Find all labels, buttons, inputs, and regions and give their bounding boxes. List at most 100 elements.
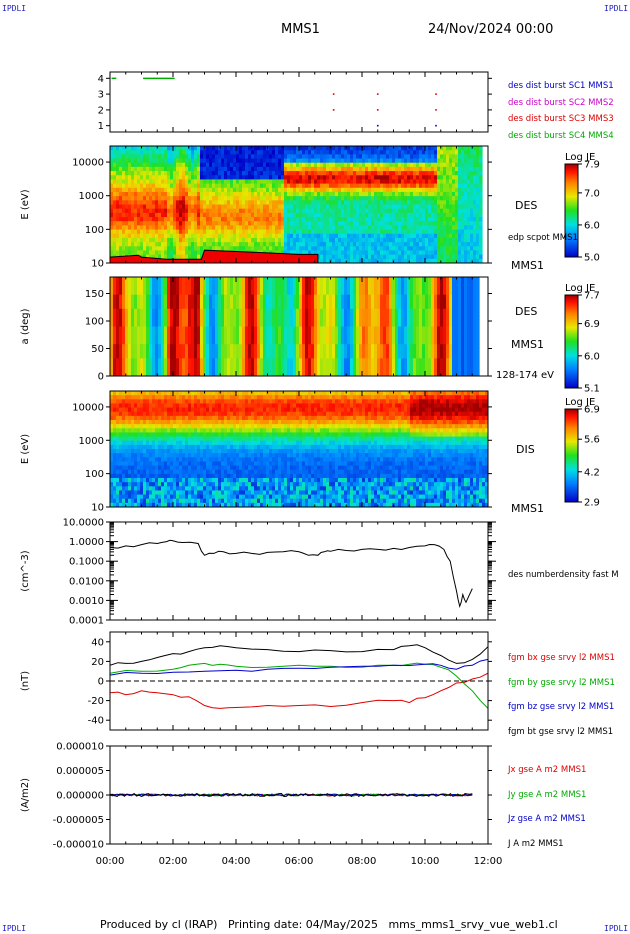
spectrogram-cell — [182, 305, 186, 310]
spectrogram-cell — [239, 308, 243, 313]
spectrogram-cell — [194, 333, 198, 338]
spectrogram-cell — [380, 217, 384, 222]
spectrogram-cell — [209, 212, 213, 218]
spectrogram-cell — [281, 158, 285, 164]
spectrogram-cell — [266, 301, 270, 306]
spectrogram-cell — [458, 217, 462, 222]
spectrogram-cell — [197, 347, 201, 352]
spectrogram-cell — [305, 250, 309, 256]
spectrogram-cell — [317, 175, 321, 181]
spectrogram-cell — [431, 237, 435, 243]
spectrogram-cell — [137, 237, 141, 243]
spectrogram-cell — [185, 319, 189, 324]
spectrogram-cell — [140, 344, 144, 349]
spectrogram-cell — [140, 312, 144, 317]
spectrogram-cell — [377, 258, 381, 263]
spectrogram-cell — [311, 158, 315, 164]
spectrogram-cell — [212, 229, 216, 235]
spectrogram-cell — [122, 191, 126, 197]
spectrogram-cell — [185, 171, 189, 176]
spectrogram-cell — [179, 308, 183, 313]
spectrogram-cell — [296, 179, 300, 185]
spectrogram-cell — [119, 179, 123, 185]
spectrogram-cell — [362, 204, 366, 210]
spectrogram-cell — [224, 372, 228, 376]
spectrogram-cell — [272, 154, 276, 160]
spectrogram-cell — [131, 354, 135, 359]
spectrogram-cell — [215, 187, 219, 193]
spectrogram-cell — [266, 196, 270, 201]
spectrogram-cell — [161, 284, 165, 289]
spectrogram-cell — [347, 233, 351, 239]
spectrogram-cell — [479, 162, 483, 168]
spectrogram-cell — [134, 212, 138, 218]
spectrogram-cell — [110, 312, 114, 317]
spectrogram-cell — [473, 254, 477, 260]
spectrogram-cell — [251, 237, 255, 243]
spectrogram-cell — [221, 358, 225, 363]
spectrogram-cell — [455, 233, 459, 239]
spectrogram-cell — [380, 237, 384, 243]
spectrogram-cell — [248, 337, 252, 342]
spectrogram-cell — [122, 287, 126, 292]
spectrogram-cell — [185, 365, 189, 370]
spectrogram-cell — [251, 191, 255, 197]
spectrogram-cell — [476, 254, 480, 260]
spectrogram-cell — [347, 187, 351, 193]
spectrogram-cell — [233, 322, 237, 328]
spectrogram-cell — [344, 200, 348, 206]
spectrogram-cell — [461, 254, 465, 260]
spectrogram-cell — [395, 200, 399, 206]
spectrogram-cell — [395, 237, 399, 243]
spectrogram-cell — [122, 217, 126, 222]
spectrogram-cell — [158, 294, 162, 299]
spectrogram-cell — [266, 242, 270, 247]
spectrogram-cell — [152, 166, 156, 172]
spectrogram-cell — [188, 162, 192, 168]
spectrogram-cell — [164, 312, 168, 317]
spectrogram-cell — [194, 237, 198, 243]
spectrogram-cell — [461, 150, 465, 155]
spectrogram-cell — [245, 326, 249, 331]
spectrogram-cell — [173, 254, 177, 260]
spectrogram-cell — [161, 319, 165, 324]
spectrogram-cell — [449, 258, 453, 263]
spectrogram-cell — [242, 372, 246, 376]
spectrogram-cell — [131, 175, 135, 181]
spectrogram-cell — [452, 217, 456, 222]
spectrogram-cell — [362, 146, 366, 151]
spectrogram-cell — [347, 196, 351, 201]
spectrogram-cell — [266, 344, 270, 349]
spectrogram-cell — [137, 312, 141, 317]
spectrogram-cell — [257, 171, 261, 176]
spectrogram-cell — [197, 372, 201, 376]
spectrogram-cell — [131, 225, 135, 231]
spectrogram-cell — [386, 258, 390, 263]
spectrogram-cell — [137, 326, 141, 331]
spectrogram-cell — [428, 258, 432, 263]
spectrogram-cell — [263, 322, 267, 328]
spectrogram-cell — [140, 242, 144, 247]
spectrogram-cell — [176, 287, 180, 292]
spectrogram-cell — [182, 337, 186, 342]
spectrogram-cell — [341, 162, 345, 168]
spectrogram-cell — [461, 191, 465, 197]
spectrogram-cell — [320, 237, 324, 243]
spectrogram-cell — [260, 322, 264, 328]
spectrogram-cell — [428, 242, 432, 247]
spectrogram-cell — [131, 242, 135, 247]
spectrogram-cell — [308, 229, 312, 235]
spectrogram-cell — [116, 221, 120, 226]
spectrogram-cell — [203, 322, 207, 328]
spectrogram-cell — [134, 229, 138, 235]
spectrogram-cell — [377, 187, 381, 193]
spectrogram-cell — [254, 337, 258, 342]
spectrogram-cell — [173, 225, 177, 231]
spectrogram-cell — [218, 237, 222, 243]
spectrogram-cell — [257, 277, 261, 282]
spectrogram-cell — [170, 298, 174, 303]
spectrogram-cell — [236, 171, 240, 176]
spectrogram-cell — [368, 208, 372, 214]
spectrogram-cell — [131, 322, 135, 328]
spectrogram-cell — [110, 291, 114, 296]
